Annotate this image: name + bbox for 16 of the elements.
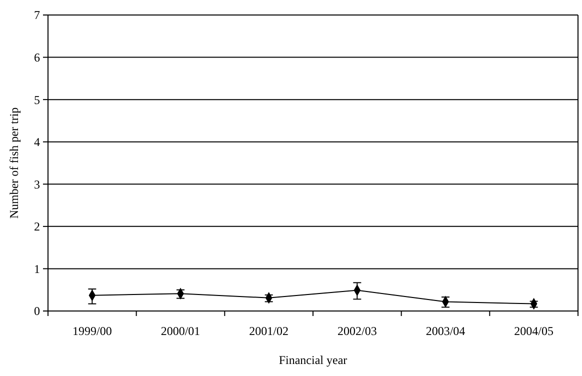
x-tick-label: 2002/03 <box>337 324 377 338</box>
x-tick-label: 1999/00 <box>72 324 112 338</box>
y-tick-label: 6 <box>34 50 40 64</box>
x-tick-label: 2003/04 <box>426 324 466 338</box>
x-axis-title: Financial year <box>278 353 348 367</box>
y-tick-label: 1 <box>34 262 40 276</box>
y-tick-label: 7 <box>34 8 40 22</box>
y-tick-label: 2 <box>34 220 40 234</box>
y-tick-label: 5 <box>34 92 40 107</box>
y-tick-label: 3 <box>34 177 40 192</box>
x-tick-label: 2000/01 <box>160 324 200 338</box>
x-tick-label: 2001/02 <box>249 324 289 338</box>
y-tick-label: 0 <box>34 304 40 318</box>
y-tick-label: 4 <box>34 135 40 150</box>
x-tick-label: 2004/05 <box>514 324 554 338</box>
y-axis-title: Number of fish per trip <box>7 107 21 219</box>
